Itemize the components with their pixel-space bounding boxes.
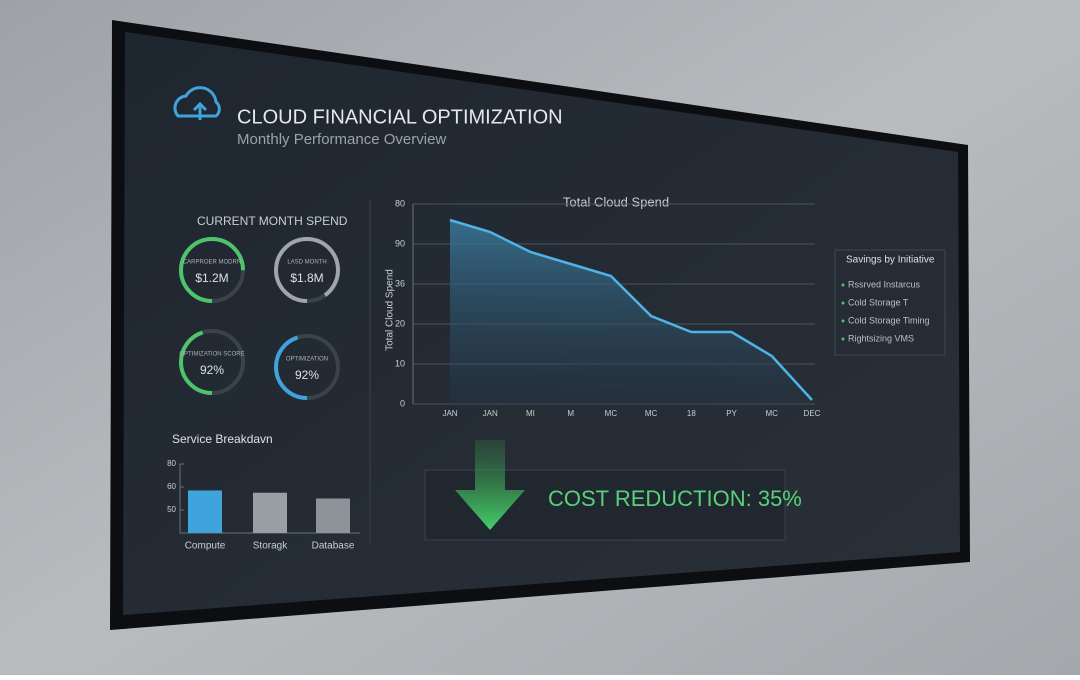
x-tick-label: JAN — [483, 409, 498, 418]
bar — [316, 498, 350, 533]
gauge-label: CARPROER MODRN — [183, 260, 241, 266]
x-tick-label: MC — [645, 409, 658, 418]
gauge-arc — [274, 237, 340, 303]
y-tick-label: 10 — [395, 358, 405, 368]
y-tick-label: 0 — [400, 398, 405, 408]
y-tick-label: 80 — [395, 198, 405, 208]
x-tick-label: MC — [605, 409, 618, 418]
y-axis-label: Total Cloud Spend — [385, 269, 396, 351]
gauge-value: $1.8M — [290, 271, 323, 285]
subtitle: Monthly Performance Overview — [237, 131, 446, 148]
panel-title: CURRENT MONTH SPEND — [197, 214, 348, 228]
gauge-value: 92% — [295, 368, 319, 382]
savings-item: Cold Storage T — [848, 297, 909, 307]
gauge-value: 92% — [200, 363, 224, 377]
bullet — [841, 283, 845, 287]
x-tick-label: MI — [526, 409, 535, 418]
bullet — [841, 319, 845, 323]
y-tick-label: 50 — [167, 505, 176, 514]
y-tick-label: 80 — [167, 459, 176, 468]
down-arrow — [455, 440, 525, 530]
area — [450, 220, 812, 404]
x-tick-label: PY — [726, 409, 737, 418]
y-tick-label: 60 — [167, 482, 176, 491]
bullet — [841, 337, 845, 341]
chart-title: Total Cloud Spend — [563, 194, 669, 209]
line — [449, 218, 813, 401]
bar — [253, 492, 287, 533]
banner: COST REDUCTION: 35% — [548, 486, 802, 511]
gauge-value: $1.2M — [195, 271, 228, 285]
cloud-icon — [173, 86, 221, 118]
x-tick-label: MC — [766, 409, 779, 418]
title: CLOUD FINANCIAL OPTIMIZATION — [237, 106, 563, 128]
y-tick-label: 90 — [395, 238, 405, 248]
x-tick-label: Compute — [185, 541, 226, 552]
y-tick-label: 36 — [395, 278, 405, 288]
upload-icon — [192, 101, 208, 120]
x-tick-label: JAN — [442, 409, 457, 418]
chart-title: Service Breakdavn — [172, 432, 273, 446]
savings-box — [834, 249, 946, 356]
gauge-arc — [274, 334, 340, 400]
y-tick-label: 20 — [395, 318, 405, 328]
x-tick-label: 18 — [687, 409, 696, 418]
savings-title: Savings by Initiative — [846, 255, 935, 266]
x-tick-label: M — [567, 409, 574, 418]
x-tick-label: Storagk — [253, 541, 288, 552]
bar — [188, 490, 222, 533]
bullet — [841, 301, 845, 305]
savings-item: Rightsizing VMS — [848, 333, 914, 343]
savings-item: Rssrved Instarcus — [848, 279, 921, 289]
x-tick-label: Database — [312, 541, 355, 552]
gauge-label: OPTIMIZATION SCORE — [179, 352, 244, 358]
gauge-label: OPTIMIZATION — [286, 357, 328, 363]
x-tick-label: DEC — [804, 409, 821, 418]
gauge-label: LASD MONTH — [287, 260, 326, 266]
savings-item: Cold Storage Timing — [848, 315, 930, 325]
gauge-arc — [179, 329, 245, 395]
gauge-arc — [179, 237, 245, 303]
